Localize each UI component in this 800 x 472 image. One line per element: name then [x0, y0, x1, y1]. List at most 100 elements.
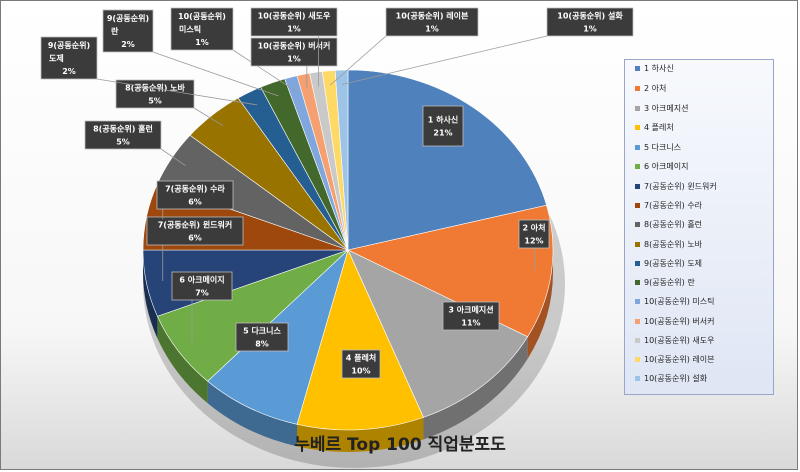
- pie-side-7: [143, 250, 158, 339]
- data-label-percent: 5%: [116, 138, 130, 147]
- legend-label: 10(공동순위) 버서커: [644, 316, 715, 326]
- legend-label: 6 아크메이지: [644, 161, 689, 171]
- data-label-7: 7(공동순위) 윈드워커 6%: [146, 216, 244, 246]
- data-label-percent: 12%: [524, 237, 543, 246]
- data-label-box: [250, 7, 338, 37]
- legend-swatch: [635, 105, 640, 111]
- pie-side-3: [423, 336, 528, 440]
- data-label-percent: 1%: [195, 38, 209, 47]
- legend-label: 3 아크메지션: [644, 103, 689, 113]
- legend-label: 2 아처: [644, 83, 667, 93]
- data-label-text: 란: [111, 26, 119, 36]
- data-label-text: 미스틱: [179, 24, 201, 34]
- legend-swatch: [635, 163, 640, 169]
- leader-line-12: [152, 51, 279, 97]
- data-label-text: 10(공동순위): [178, 11, 226, 21]
- data-label-15: 10(공동순위) 새도우 1%: [250, 7, 338, 37]
- data-label-percent: 21%: [433, 129, 452, 138]
- leader-line-17: [341, 35, 548, 85]
- data-label-2: 2 아처 12%: [518, 219, 550, 249]
- legend-label: 1 하사신: [644, 63, 674, 73]
- data-label-box: [171, 271, 233, 301]
- data-label-text: 9(공동순위): [107, 13, 149, 23]
- legend-item-12: 9(공동순위) 란: [635, 274, 695, 290]
- legend-item-5: 5 다크니스: [635, 139, 681, 155]
- data-label-percent: 1%: [287, 55, 301, 64]
- legend-label: 10(공동순위) 새도우: [644, 335, 715, 345]
- data-label-box: [146, 216, 244, 246]
- data-label-box: [341, 349, 381, 379]
- legend-item-4: 4 플레처: [635, 119, 674, 135]
- data-label-text: 2 아처: [522, 223, 545, 233]
- pie-slice-2: [347, 204, 554, 338]
- legend-item-9: 8(공동순위) 홀런: [635, 216, 702, 232]
- pie-side-6: [157, 316, 208, 404]
- data-label-text: 10(공동순위) 설화: [557, 11, 623, 21]
- leader-line-13: [232, 49, 296, 92]
- legend-swatch: [635, 85, 640, 91]
- legend-item-8: 7(공동순위) 수라: [635, 197, 702, 213]
- legend: 1 하사신 2 아처 3 아크메지션 4 플레처 5 다크니스 6 아크메이지 7(공동순위…: [624, 59, 774, 395]
- legend-swatch: [635, 318, 640, 324]
- legend-label: 8(공동순위) 노바: [644, 239, 703, 249]
- data-label-percent: 1%: [425, 25, 439, 34]
- data-label-percent: 2%: [62, 67, 76, 76]
- legend-item-13: 10(공동순위) 미스틱: [635, 293, 714, 309]
- legend-swatch: [635, 375, 640, 381]
- legend-item-7: 7(공동순위) 윈드워커: [635, 178, 717, 194]
- data-label-6: 6 아크메이지 7%: [171, 271, 233, 301]
- data-label-box: [40, 36, 98, 80]
- legend-item-6: 6 아크메이지: [635, 158, 688, 174]
- data-label-text: 1 하사신: [428, 115, 458, 125]
- data-label-text: 10(공동순위) 새도우: [258, 11, 331, 21]
- data-label-16: 10(공동순위) 레이븐 1%: [385, 7, 479, 37]
- legend-swatch: [635, 202, 640, 208]
- legend-label: 8(공동순위) 홀런: [644, 219, 703, 229]
- data-label-text: 8(공동순위) 노바: [125, 83, 185, 93]
- legend-label: 7(공동순위) 윈드워커: [644, 181, 717, 191]
- data-label-box: [442, 301, 500, 331]
- leader-line-16: [329, 35, 387, 86]
- data-label-box: [84, 120, 162, 150]
- data-label-text: 3 아크메지션: [448, 305, 493, 315]
- data-label-box: [422, 105, 464, 147]
- legend-swatch: [635, 260, 640, 266]
- legend-item-16: 10(공동순위) 레이븐: [635, 351, 714, 367]
- data-label-percent: 2%: [121, 40, 135, 49]
- data-label-text: 4 플레처: [346, 353, 376, 363]
- data-label-3: 3 아크메지션 11%: [442, 301, 500, 331]
- leader-line-11: [96, 78, 258, 106]
- legend-swatch: [635, 279, 640, 285]
- leader-line-9: [160, 148, 186, 167]
- leader-line-10: [193, 107, 224, 127]
- data-label-text: 6 아크메이지: [179, 275, 224, 285]
- data-label-text: 7(공동순위) 수라: [165, 184, 225, 194]
- data-label-box: [250, 37, 338, 67]
- legend-item-11: 9(공동순위) 도제: [635, 255, 702, 271]
- data-label-11: 9(공동순위) 도제 2%: [40, 36, 98, 80]
- legend-swatch: [635, 183, 640, 189]
- data-label-13: 10(공동순위) 미스틱 1%: [170, 7, 234, 51]
- data-label-box: [156, 180, 234, 210]
- pie-slice-4: [296, 249, 424, 431]
- legend-label: 5 다크니스: [644, 142, 682, 152]
- data-label-percent: 6%: [188, 198, 202, 207]
- legend-item-15: 10(공동순위) 새도우: [635, 332, 714, 348]
- legend-label: 10(공동순위) 미스틱: [644, 296, 715, 306]
- data-label-14: 10(공동순위) 버서커 1%: [250, 37, 338, 67]
- legend-label: 10(공동순위) 설화: [644, 373, 708, 383]
- data-label-text: 10(공동순위) 버서커: [258, 41, 331, 51]
- pie-side-2: [527, 250, 553, 359]
- data-label-10: 8(공동순위) 노바 5%: [115, 79, 195, 109]
- data-label-text: 9(공동순위): [48, 40, 90, 50]
- data-label-percent: 10%: [351, 367, 370, 376]
- pie-slice-1: [347, 69, 547, 251]
- data-label-box: [102, 9, 154, 53]
- legend-swatch: [635, 298, 640, 304]
- data-label-box: [115, 79, 195, 109]
- data-label-percent: 8%: [255, 340, 269, 349]
- data-label-4: 4 플레처 10%: [341, 349, 381, 379]
- pie-slice-3: [347, 249, 529, 418]
- data-label-8: 7(공동순위) 수라 6%: [156, 180, 234, 210]
